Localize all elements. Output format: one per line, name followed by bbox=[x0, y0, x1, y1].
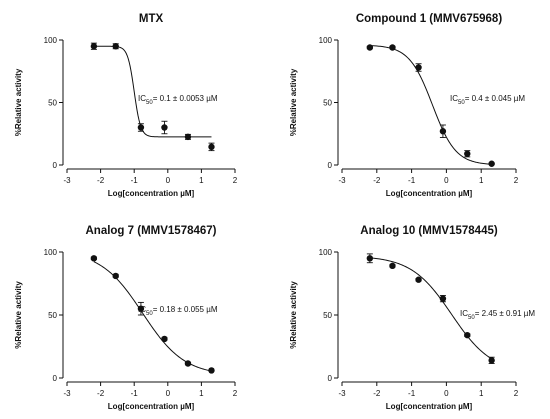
x-tick-label: 0 bbox=[444, 389, 449, 398]
panel-title: Analog 10 (MMV1578445) bbox=[360, 225, 498, 237]
y-tick-label: 0 bbox=[328, 161, 333, 170]
x-tick-label: 1 bbox=[479, 389, 484, 398]
data-point bbox=[90, 43, 98, 50]
data-point bbox=[137, 305, 145, 312]
y-tick-label: 50 bbox=[323, 311, 332, 320]
x-tick-label: -2 bbox=[97, 176, 105, 185]
panel-mtx: MTX 0 50 100 -3 -2 -1 0 1 2 Log[concentration µM]%… bbox=[14, 13, 238, 198]
data-point bbox=[488, 357, 495, 364]
x-tick-label: -2 bbox=[373, 176, 381, 185]
fit-curve bbox=[369, 45, 492, 165]
data-point bbox=[112, 272, 119, 280]
ic50-annotation: IC50= 0.4 ± 0.045 µM bbox=[450, 94, 525, 106]
x-tick-label: -1 bbox=[131, 389, 139, 398]
ic50-annotation: IC50= 0.1 ± 0.0053 µM bbox=[138, 94, 218, 106]
x-tick-label: 1 bbox=[199, 176, 204, 185]
y-tick-label: 0 bbox=[53, 161, 58, 170]
y-tick-label: 100 bbox=[44, 36, 58, 45]
panel-title: Compound 1 (MMV675968) bbox=[356, 13, 502, 25]
y-tick-label: 100 bbox=[319, 36, 333, 45]
x-tick-label: 1 bbox=[199, 389, 204, 398]
x-tick-label: 2 bbox=[233, 176, 238, 185]
panel-analog-7: Analog 7 (MMV1578467) 0 50 100 -3 -2 -1 0 1 2 Log[… bbox=[14, 225, 238, 411]
x-axis-label: Log[concentration µM] bbox=[386, 402, 473, 411]
data-point bbox=[112, 43, 119, 50]
y-tick-label: 50 bbox=[48, 311, 57, 320]
y-tick-label: 50 bbox=[48, 99, 57, 108]
panel-compound-1: Compound 1 (MMV675968) 0 50 100 -3 -2 -1 0 1 2 Log… bbox=[289, 13, 525, 198]
y-tick-label: 100 bbox=[319, 248, 333, 257]
y-tick-label: 100 bbox=[44, 248, 58, 257]
panel-title: Analog 7 (MMV1578467) bbox=[85, 225, 216, 237]
x-tick-label: -1 bbox=[408, 176, 416, 185]
fit-curve bbox=[93, 45, 212, 138]
data-point bbox=[439, 128, 447, 135]
panel-analog-10: Analog 10 (MMV1578445) 0 50 100 -3 -2 -1 0 1 2 Log… bbox=[289, 225, 535, 411]
data-point bbox=[464, 331, 471, 339]
data-point bbox=[137, 124, 145, 131]
x-tick-label: -3 bbox=[63, 176, 71, 185]
y-tick-label: 0 bbox=[328, 374, 333, 383]
x-tick-label: 0 bbox=[166, 389, 171, 398]
panel-title: MTX bbox=[139, 13, 164, 25]
y-tick-label: 0 bbox=[53, 374, 58, 383]
data-point bbox=[208, 367, 215, 374]
data-point bbox=[184, 360, 192, 367]
y-tick-label: 50 bbox=[323, 99, 332, 108]
ic50-annotation: IC50= 2.45 ± 0.91 µM bbox=[460, 309, 535, 321]
data-point bbox=[184, 133, 192, 141]
x-tick-label: 0 bbox=[166, 176, 171, 185]
x-tick-label: -1 bbox=[408, 389, 416, 398]
data-point bbox=[161, 124, 168, 131]
data-point bbox=[464, 150, 471, 157]
x-tick-label: 2 bbox=[514, 176, 519, 185]
x-tick-label: -3 bbox=[338, 176, 346, 185]
x-tick-label: -2 bbox=[373, 389, 381, 398]
fit-curve bbox=[369, 257, 492, 360]
data-point bbox=[439, 295, 447, 302]
x-tick-label: 0 bbox=[444, 176, 449, 185]
data-point bbox=[208, 143, 215, 151]
x-axis-label: Log[concentration µM] bbox=[386, 189, 473, 198]
x-tick-label: 1 bbox=[479, 176, 484, 185]
data-point bbox=[415, 276, 422, 283]
data-point bbox=[488, 160, 495, 167]
data-point bbox=[415, 64, 422, 71]
data-point bbox=[90, 255, 98, 262]
x-tick-label: -1 bbox=[131, 176, 139, 185]
y-axis-label: %Relative activity bbox=[14, 281, 23, 349]
ic50-annotation: IC50= 0.18 ± 0.055 µM bbox=[138, 305, 218, 317]
y-axis-label: %Relative activity bbox=[14, 68, 23, 136]
data-point bbox=[366, 255, 374, 262]
data-point bbox=[389, 44, 396, 51]
y-axis-label: %Relative activity bbox=[289, 281, 298, 349]
data-point bbox=[366, 44, 374, 51]
x-axis-label: Log[concentration µM] bbox=[108, 189, 195, 198]
data-point bbox=[389, 262, 396, 270]
x-tick-label: 2 bbox=[514, 389, 519, 398]
x-tick-label: 2 bbox=[233, 389, 238, 398]
x-tick-label: -3 bbox=[338, 389, 346, 398]
x-tick-label: -2 bbox=[97, 389, 105, 398]
x-axis-label: Log[concentration µM] bbox=[108, 402, 195, 411]
y-axis-label: %Relative activity bbox=[289, 68, 298, 136]
data-point bbox=[161, 335, 168, 343]
x-tick-label: -3 bbox=[63, 389, 71, 398]
